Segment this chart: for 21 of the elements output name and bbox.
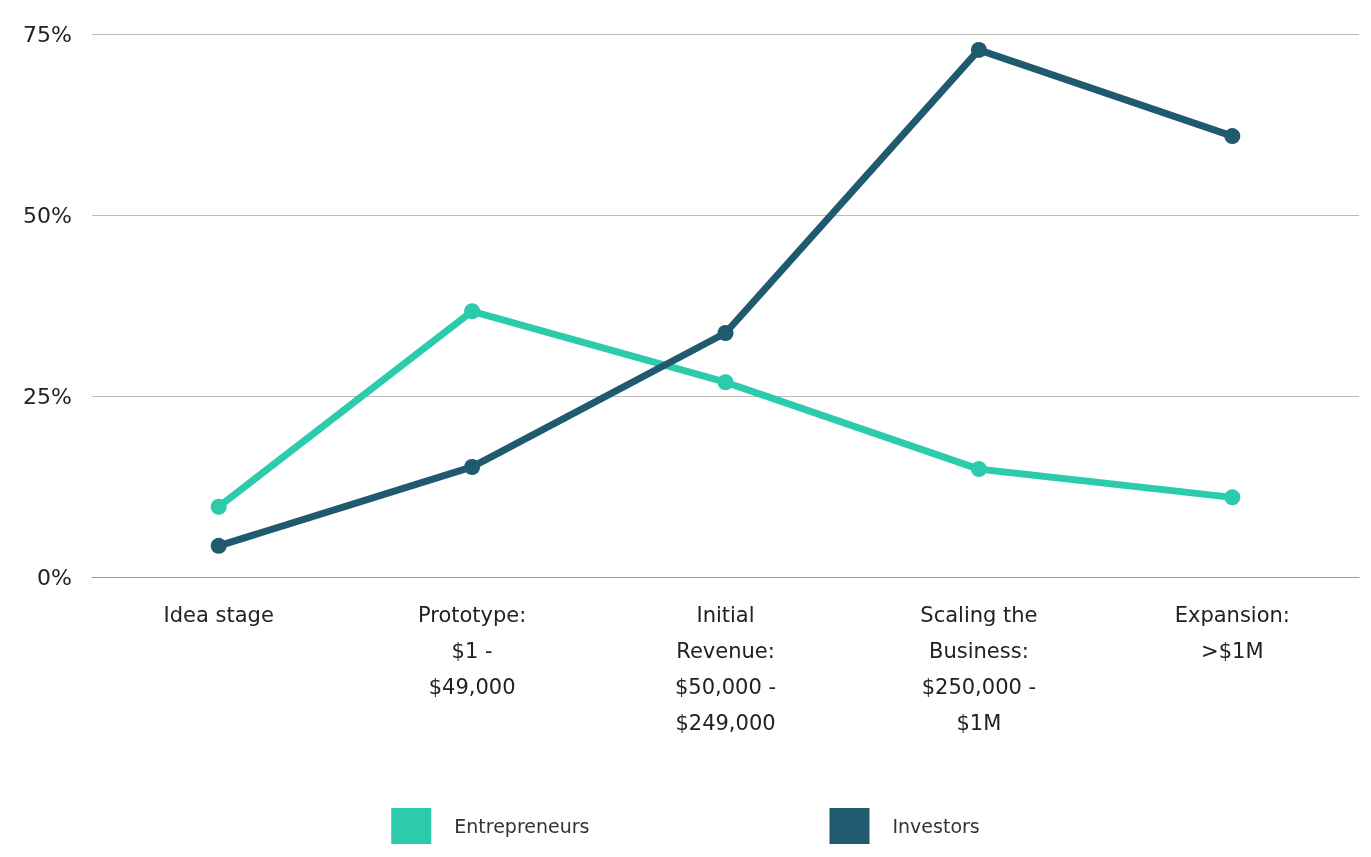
point — [970, 41, 987, 58]
x-tick-label: Prototype: $1 - $49,000 — [417, 603, 527, 699]
point — [1224, 489, 1241, 506]
x-tick-label: Initial Revenue: $50,000 - $249,000 — [674, 603, 777, 735]
point — [210, 498, 227, 515]
point — [970, 461, 987, 478]
point — [717, 374, 734, 391]
legend-label: Investors — [892, 815, 980, 837]
point — [464, 303, 481, 320]
point — [210, 537, 227, 554]
y-tick-label: 50% — [23, 202, 72, 228]
y-tick-label: 0% — [37, 564, 72, 590]
point — [1224, 128, 1241, 145]
x-tick-label: Expansion: >$1M — [1174, 603, 1290, 663]
legend-label: Entrepreneurs — [454, 815, 590, 837]
x-tick-label: Scaling the Business: $250,000 - $1M — [920, 603, 1038, 735]
point — [464, 458, 481, 475]
y-tick-label: 75% — [23, 21, 72, 47]
y-tick-label: 25% — [23, 383, 72, 409]
point — [717, 325, 734, 342]
x-tick-label: Idea stage — [163, 603, 274, 627]
